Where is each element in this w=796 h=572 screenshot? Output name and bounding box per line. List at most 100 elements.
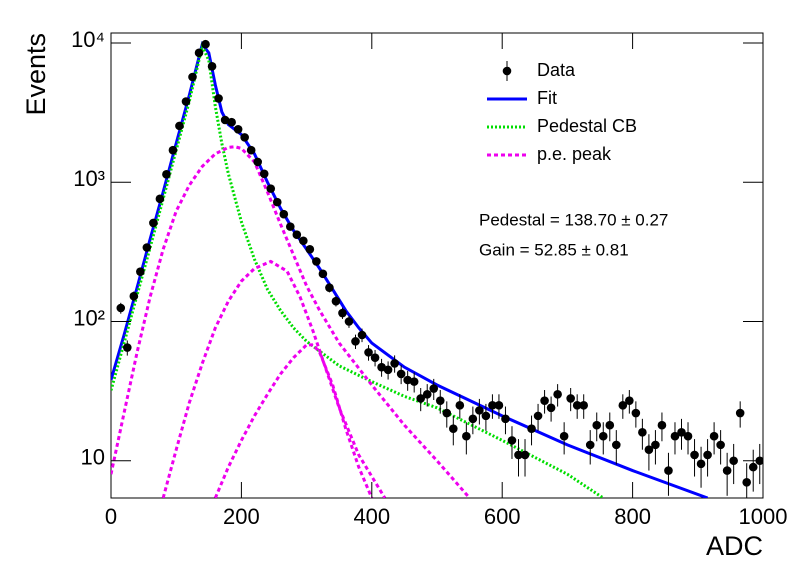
data-point <box>299 236 308 246</box>
data-point <box>677 428 686 437</box>
data-point <box>364 348 373 357</box>
y-tick-label: 10² <box>73 305 105 330</box>
data-point <box>214 94 223 103</box>
legend-label: p.e. peak <box>537 144 612 164</box>
x-tick-label: 400 <box>353 504 390 529</box>
data-point <box>383 365 393 375</box>
data-point <box>612 440 621 450</box>
data-point <box>455 401 465 410</box>
data-point <box>709 431 719 441</box>
data-point <box>435 396 445 405</box>
data-point <box>664 466 673 475</box>
x-tick-label: 1000 <box>739 504 788 529</box>
data-point <box>683 431 693 441</box>
data-point <box>449 424 458 433</box>
data-point <box>220 115 230 125</box>
data-point <box>194 48 204 58</box>
data-point <box>690 450 699 460</box>
data-point <box>162 170 171 179</box>
plot-frame <box>110 32 764 499</box>
data-point <box>129 291 139 301</box>
data-point <box>136 267 145 276</box>
data-point <box>279 209 289 219</box>
data-point <box>207 62 217 71</box>
data-point <box>357 330 367 340</box>
fit-curve <box>111 41 605 498</box>
annotation: Gain = 52.85 ± 0.81 <box>479 240 629 259</box>
data-point <box>572 401 582 410</box>
data-point <box>540 396 549 405</box>
legend-label: Fit <box>537 88 557 108</box>
data-point <box>481 411 491 421</box>
data-point <box>123 343 132 352</box>
data-point <box>533 411 543 421</box>
data-point <box>305 244 315 254</box>
data-point <box>116 303 126 313</box>
data-point <box>403 375 412 385</box>
fit-curve <box>111 145 471 498</box>
data-point <box>716 440 725 450</box>
data-point <box>188 72 197 82</box>
data-point <box>351 337 360 346</box>
data-point <box>625 396 634 405</box>
data-point <box>377 362 386 372</box>
data-point <box>748 462 758 472</box>
fit-curve <box>213 343 374 498</box>
data-point <box>396 369 406 379</box>
data-point <box>272 197 282 207</box>
legend-label: Data <box>537 60 576 80</box>
data-point <box>292 230 302 240</box>
data-point <box>318 269 328 279</box>
data-point <box>312 257 321 266</box>
data-point <box>657 420 667 430</box>
legend-label: Pedestal CB <box>537 116 637 136</box>
data-point <box>325 283 334 292</box>
data-point <box>181 97 191 106</box>
data-point <box>605 420 615 430</box>
data-point <box>286 222 295 231</box>
data-point <box>592 420 602 430</box>
data-point <box>579 401 588 410</box>
data-point <box>149 218 158 228</box>
data-point <box>488 401 497 410</box>
plot-area <box>111 39 763 498</box>
data-point <box>722 466 732 475</box>
data-point <box>703 450 712 460</box>
data-point <box>175 121 184 131</box>
x-tick-label: 0 <box>105 504 117 529</box>
y-tick-label: 10 <box>81 445 105 470</box>
data-point <box>155 194 165 204</box>
data-point <box>442 408 452 418</box>
data-point <box>227 117 236 127</box>
data-point <box>631 408 641 418</box>
data-point <box>468 414 478 424</box>
data-point <box>201 39 210 49</box>
data-point <box>142 243 152 252</box>
data-point <box>644 445 654 455</box>
x-axis-label: ADC <box>706 531 763 561</box>
y-axis-label: Events <box>21 33 51 116</box>
data-point <box>462 431 471 441</box>
data-point <box>416 394 426 403</box>
fit-curve <box>111 40 709 498</box>
data-point <box>507 436 517 445</box>
data-point <box>638 428 647 437</box>
data-point <box>390 359 399 368</box>
fit-curve <box>161 259 387 498</box>
data-point <box>559 431 569 441</box>
data-point <box>344 317 354 326</box>
data-point <box>651 440 660 450</box>
data-point <box>546 403 556 413</box>
x-tick-label: 200 <box>223 504 260 529</box>
data-point <box>585 440 595 450</box>
data-point <box>331 296 341 306</box>
annotation: Pedestal = 138.70 ± 0.27 <box>479 210 668 229</box>
data-point <box>429 384 439 393</box>
data-point <box>246 145 256 155</box>
data-point <box>566 394 575 403</box>
data-point <box>266 184 276 193</box>
data-point <box>240 133 249 142</box>
data-point <box>735 408 745 418</box>
x-tick-label: 800 <box>614 504 651 529</box>
